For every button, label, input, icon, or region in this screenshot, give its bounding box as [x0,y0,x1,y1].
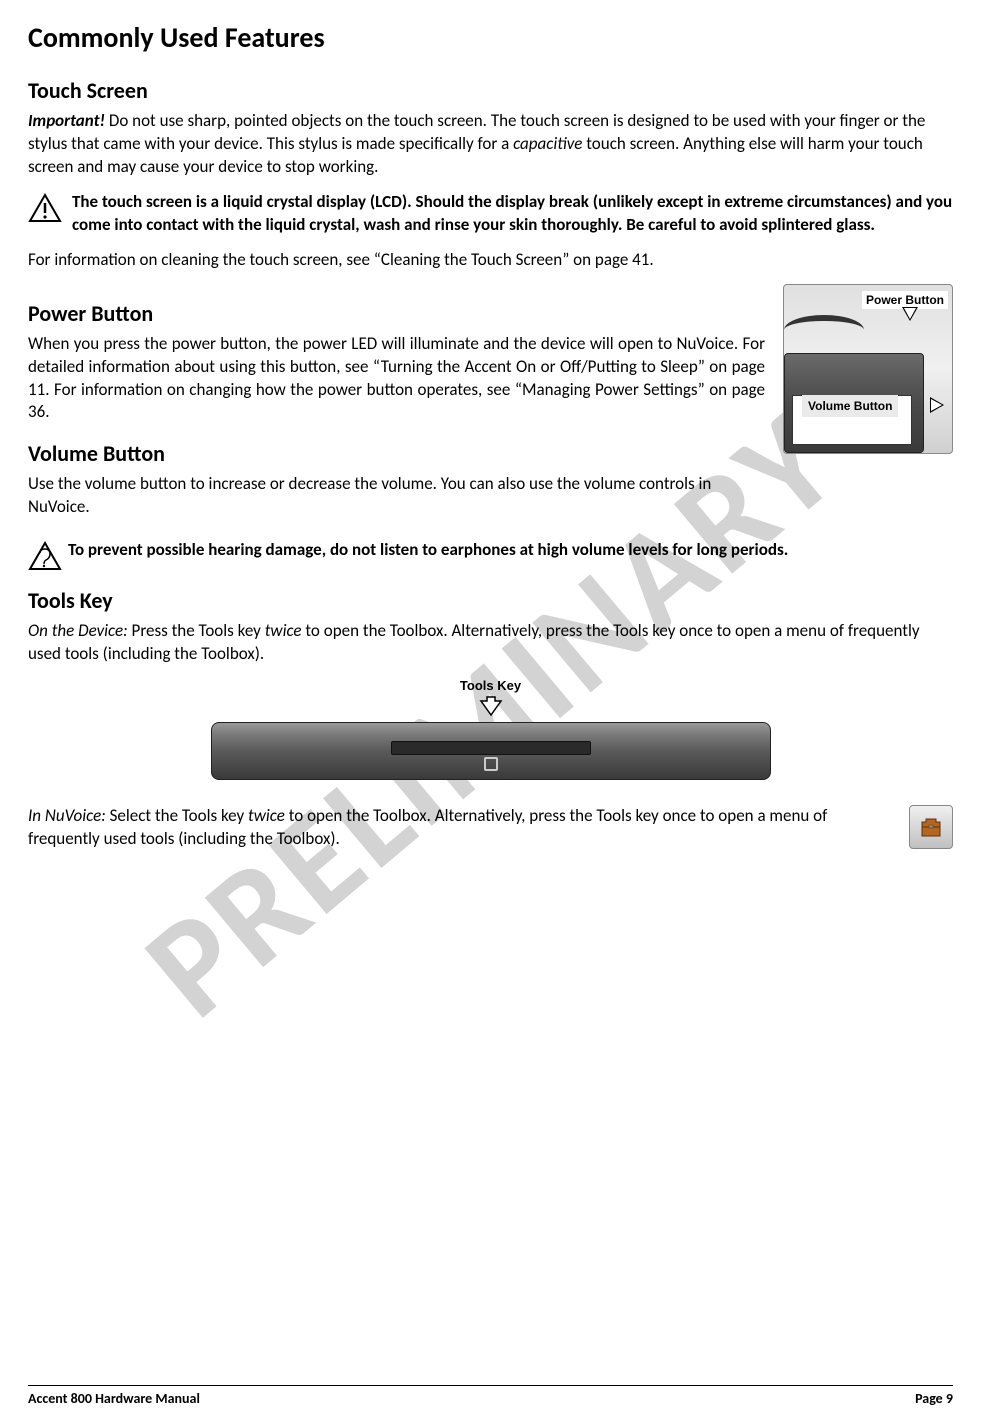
power-heading: Power Button [28,300,765,327]
lcd-warning-row: The touch screen is a liquid crystal dis… [28,191,953,237]
page-title: Commonly Used Features [28,20,953,55]
capacitive-word: capacitive [513,133,582,154]
tools-key-figure: Tools Key [28,678,953,785]
touchscreen-body: Important! Do not use sharp, pointed obj… [28,110,953,179]
lcd-warning-text: The touch screen is a liquid crystal dis… [72,191,953,237]
page-footer: Accent 800 Hardware Manual Page 9 [28,1385,953,1407]
warning-icon [28,193,62,223]
volume-button-label: Volume Button [802,395,898,417]
hearing-warning-icon [28,541,62,571]
footer-right: Page 9 [915,1390,953,1407]
hearing-warning-row: To prevent possible hearing damage, do n… [28,539,953,571]
tools-key-label: Tools Key [28,678,953,693]
cleaning-info: For information on cleaning the touch sc… [28,249,953,272]
tools-in-nuvoice: In NuVoice: Select the Tools key twice t… [28,805,893,851]
power-body: When you press the power button, the pow… [28,333,765,425]
hearing-warning-text: To prevent possible hearing damage, do n… [68,539,788,562]
in-nuvoice-text-a: Select the Tools key [106,805,248,826]
volume-heading: Volume Button [28,440,765,467]
footer-left: Accent 800 Hardware Manual [28,1390,200,1407]
on-device-label: On the Device: [28,620,128,641]
device-side-figure: Power Button Volume Button [783,284,953,454]
on-device-text-a: Press the Tools key [128,620,265,641]
tools-on-device: On the Device: Press the Tools key twice… [28,620,953,666]
tools-heading: Tools Key [28,587,953,614]
twice-word-2: twice [248,805,285,826]
important-label: Important! [28,110,105,131]
volume-body: Use the volume button to increase or dec… [28,473,765,519]
touchscreen-heading: Touch Screen [28,77,953,104]
in-nuvoice-label: In NuVoice: [28,805,106,826]
toolbox-icon [909,805,953,849]
twice-word-1: twice [265,620,302,641]
